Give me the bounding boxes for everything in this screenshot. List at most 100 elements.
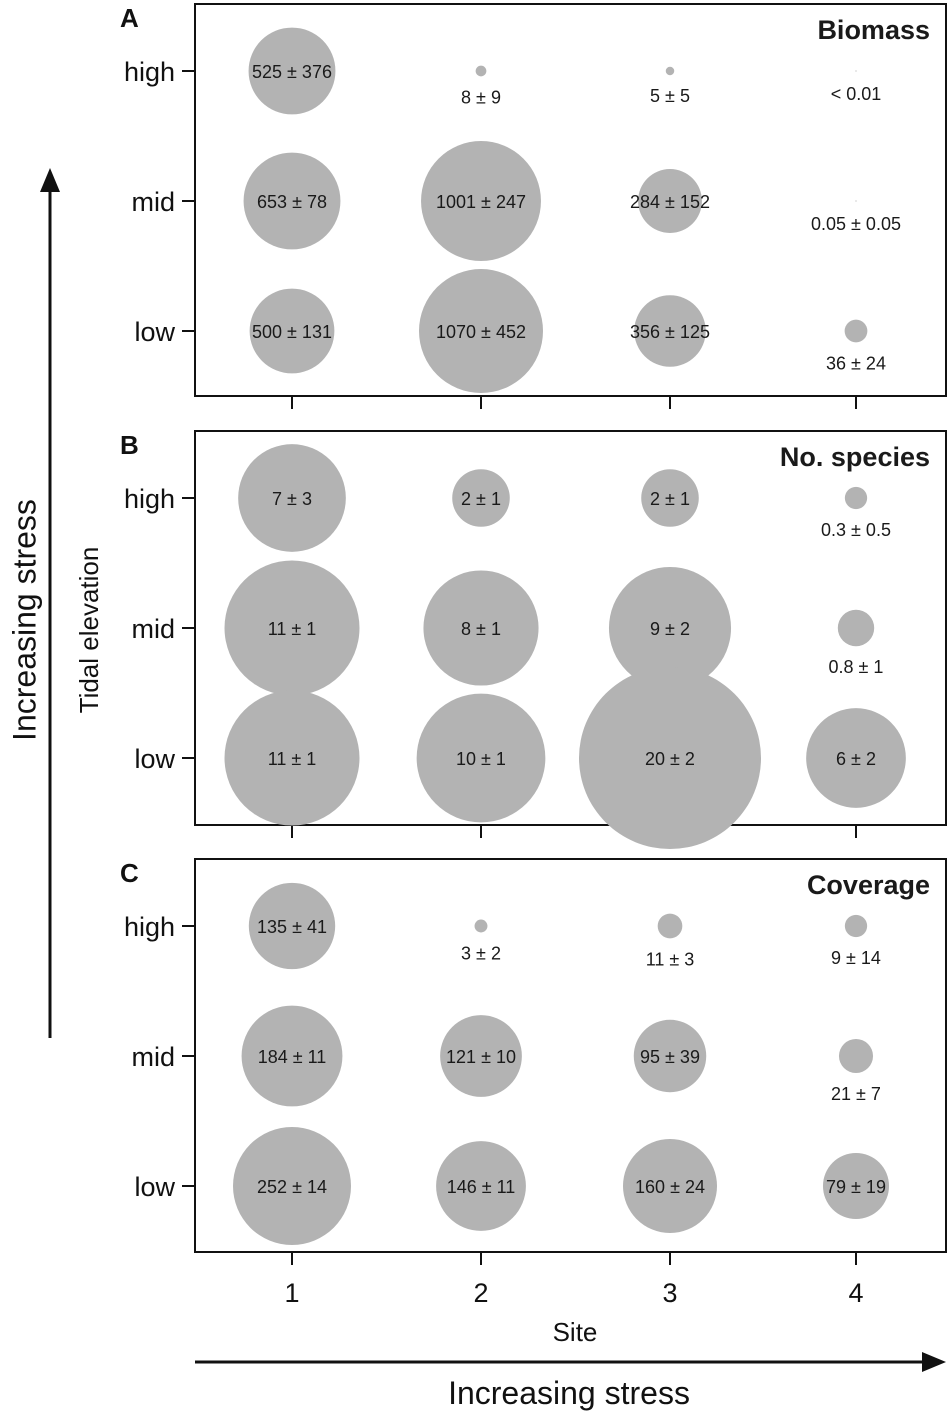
bubble-site2-mid [440,1015,522,1097]
data-label: 356 ± 125 [630,322,710,342]
bubble-site1-low [224,690,360,826]
data-label: 7 ± 3 [272,489,312,509]
data-label: 95 ± 39 [640,1047,700,1067]
panel-title: Coverage [807,870,930,900]
panel-c: C Coverage high mid low 135 ± 41 3 ± 2 11 ± 3 9 … [120,858,947,1265]
data-label: 11 ± 1 [268,619,317,639]
data-label: 9 ± 14 [831,948,881,968]
data-label: 0.3 ± 0.5 [821,520,891,540]
data-label: 0.05 ± 0.05 [811,214,901,234]
bubble-site4-mid [855,200,857,202]
y-stress-label: Increasing stress [6,499,42,741]
x-tick-label-4: 4 [848,1278,863,1308]
x-tick-label-1: 1 [284,1278,299,1308]
bubble-site4-low [822,1152,890,1220]
data-label: 36 ± 24 [826,353,886,373]
bubble-site3-high [665,66,675,76]
data-label: 160 ± 24 [635,1177,705,1197]
data-label: 653 ± 78 [257,192,327,212]
bubble-site1-mid [243,152,341,250]
y-tick-label-high: high [124,912,175,942]
y-tick-label-mid: mid [131,1042,175,1072]
bubble-site2-low [419,269,543,393]
data-label: 252 ± 14 [257,1177,327,1197]
bubble-site2-high [474,919,488,933]
y-tick-label-mid: mid [131,614,175,644]
data-label: 21 ± 7 [831,1084,881,1104]
bubble-site1-high [238,444,346,552]
bubble-site1-low [233,1127,351,1245]
bubble-site1-low [249,288,335,374]
y-axis-title: Tidal elevation [74,547,104,714]
bubble-site4-mid [838,1038,874,1074]
data-label: 2 ± 1 [461,489,501,509]
bubble-site3-low [634,295,706,367]
data-label: 146 ± 11 [447,1177,516,1197]
data-label: 8 ± 1 [461,619,501,639]
panel-title: Biomass [817,15,930,45]
y-tick-label-mid: mid [131,187,175,217]
data-label: 5 ± 5 [650,86,690,106]
bubble-site3-high [657,913,683,939]
data-label: 2 ± 1 [650,489,690,509]
data-label: 525 ± 376 [252,62,332,82]
data-label: 121 ± 10 [446,1047,516,1067]
panel-letter: A [120,3,139,33]
bubble-site2-high [475,65,487,77]
data-label: 0.8 ± 1 [829,657,884,677]
data-label: 3 ± 2 [461,943,501,963]
data-label: 9 ± 2 [650,619,690,639]
bubble-site1-mid [224,560,360,696]
y-tick-label-low: low [134,744,175,774]
bubble-site4-high [844,914,868,938]
panel-title: No. species [780,442,930,472]
data-label: 184 ± 11 [258,1047,327,1067]
bubble-site4-low [844,319,868,343]
data-label: 8 ± 9 [461,87,501,107]
data-label: 11 ± 1 [268,749,317,769]
bubble-site2-mid [423,570,539,686]
data-label: 79 ± 19 [826,1177,886,1197]
data-label: 135 ± 41 [257,917,327,937]
bubble-site1-high [248,27,336,115]
bubble-site3-mid [633,1019,707,1093]
bubble-site4-low [806,708,906,808]
y-tick-label-low: low [134,317,175,347]
x-stress-label: Increasing stress [448,1375,690,1411]
panel-letter: C [120,858,139,888]
bubble-site4-high [844,486,868,510]
data-label: 1070 ± 452 [436,322,526,342]
x-tick-label-3: 3 [662,1278,677,1308]
data-label: < 0.01 [831,84,882,104]
bubble-site2-mid [421,141,541,261]
data-label: 284 ± 152 [630,192,710,212]
panels: A Biomass high mid low 525 ± 376 8 ± 9 5 ± 5 < 0… [120,3,947,1308]
bubble-site1-mid [241,1005,343,1107]
panel-a: A Biomass high mid low 525 ± 376 8 ± 9 5 ± 5 < 0… [120,3,947,409]
bubble-site2-low [416,693,546,823]
y-tick-label-high: high [124,484,175,514]
bubble-site3-mid [638,169,702,233]
x-axis-title: Site [553,1317,598,1347]
data-label: 10 ± 1 [456,749,506,769]
y-stress-arrow [40,168,60,1038]
bubble-site4-mid [837,609,875,647]
bubble-site4-high [855,70,857,72]
data-label: 11 ± 3 [646,949,695,969]
bubble-site3-low [579,667,761,849]
x-stress-arrow [195,1352,946,1372]
panel-b: B No. species high mid low 7 ± 3 2 ± 1 2 ± 1 0.3… [120,430,947,849]
data-label: 6 ± 2 [836,749,876,769]
data-label: 500 ± 131 [252,322,332,342]
bubble-site2-low [436,1141,526,1231]
y-tick-label-high: high [124,57,175,87]
x-tick-label-2: 2 [473,1278,488,1308]
bubble-site1-high [248,882,336,970]
panel-letter: B [120,430,139,460]
y-tick-label-low: low [134,1172,175,1202]
bubble-site3-mid [608,566,732,690]
bubble-site2-high [452,469,510,527]
bubble-site3-high [641,469,699,527]
data-label: 20 ± 2 [645,749,695,769]
